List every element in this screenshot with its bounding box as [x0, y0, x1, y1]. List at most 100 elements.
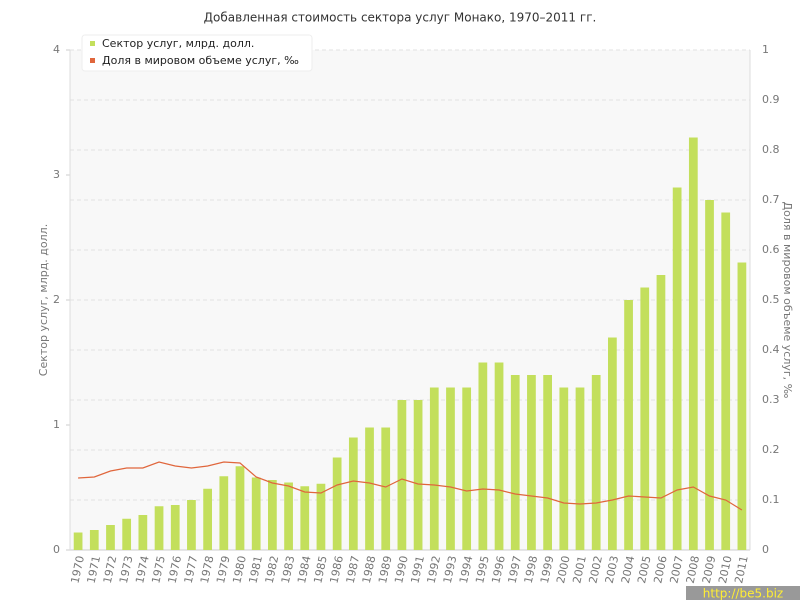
bar	[672, 187, 682, 550]
x-tick-label: 1989	[376, 555, 395, 585]
x-tick-label: 2003	[603, 555, 622, 585]
bar	[365, 427, 374, 550]
x-tick-label: 1992	[425, 555, 444, 585]
y2-tick-label: 0.8	[762, 143, 780, 156]
x-tick-label: 1977	[182, 555, 201, 585]
bar	[284, 482, 293, 550]
bar	[688, 137, 698, 550]
x-tick-label: 1979	[214, 555, 233, 585]
bar	[187, 500, 196, 550]
x-tick-label: 2011	[732, 555, 751, 585]
bar	[348, 437, 358, 550]
x-tick-label: 1994	[457, 555, 476, 585]
bar	[73, 532, 83, 550]
legend-box	[81, 34, 313, 72]
x-tick-label: 1997	[506, 555, 525, 585]
bar	[608, 337, 617, 550]
y-tick-label: 1	[53, 418, 60, 431]
bar	[300, 486, 310, 550]
x-tick-label: 1974	[133, 555, 152, 585]
x-tick-label: 1971	[85, 555, 104, 585]
line	[78, 461, 743, 511]
y2-tick-label: 0.4	[762, 343, 780, 356]
y2-tick-label: 0.3	[762, 393, 780, 406]
x-tick-label: 2009	[700, 555, 719, 585]
x-tick-label: 1970	[68, 555, 87, 585]
y2-tick-label: 0.6	[762, 243, 780, 256]
x-tick-label: 1988	[360, 555, 379, 585]
bar	[138, 515, 148, 550]
x-tick-label: 1995	[473, 555, 492, 585]
bar	[106, 525, 115, 550]
y-tick-label: 3	[53, 168, 60, 181]
bar	[446, 387, 455, 550]
x-tick-label: 2010	[716, 555, 735, 585]
bar	[575, 387, 585, 550]
x-tick-label: 1985	[311, 555, 330, 585]
x-tick-label: 2002	[587, 555, 606, 585]
legend-marker	[90, 58, 95, 63]
bar	[543, 375, 552, 550]
bar	[591, 375, 601, 550]
x-tick-label: 2008	[684, 555, 703, 585]
legend-label: Доля в мировом объеме услуг, ‰	[102, 54, 299, 67]
x-tick-label: 1998	[522, 555, 541, 585]
bar	[462, 387, 472, 550]
bar	[705, 200, 714, 550]
x-tick-label: 1976	[166, 555, 185, 585]
y-tick-label: 2	[53, 293, 60, 306]
x-tick-label: 1996	[489, 555, 508, 585]
bar	[478, 362, 488, 550]
bar	[494, 362, 504, 550]
x-tick-label: 1999	[538, 555, 557, 585]
x-tick-label: 1972	[101, 555, 120, 585]
bar	[89, 530, 99, 550]
x-tick-label: 2000	[554, 555, 573, 585]
bar	[268, 480, 277, 550]
bar	[737, 262, 747, 550]
x-tick-label: 1973	[117, 555, 136, 585]
bar	[122, 518, 132, 550]
x-tick-label: 2004	[619, 555, 638, 585]
bar	[219, 476, 229, 550]
x-tick-label: 1975	[149, 555, 168, 585]
bar	[235, 466, 245, 550]
y-tick-label: 0	[53, 543, 60, 556]
bar	[316, 483, 326, 550]
watermark: http://be5.biz	[703, 587, 783, 600]
x-tick-label: 1978	[198, 555, 217, 585]
bar	[640, 287, 650, 550]
x-tick-label: 1980	[230, 555, 249, 585]
x-tick-label: 1983	[279, 555, 298, 585]
bar	[429, 387, 439, 550]
y2-tick-label: 0.1	[762, 493, 780, 506]
bar	[721, 212, 731, 550]
y2-axis-label: Доля в мировом объеме услуг, ‰	[781, 202, 794, 399]
bar	[381, 427, 391, 550]
x-tick-label: 1990	[392, 555, 411, 585]
bar	[332, 457, 342, 550]
bar	[527, 375, 536, 550]
bar	[559, 387, 569, 550]
x-tick-label: 1991	[408, 555, 427, 585]
x-tick-label: 1981	[247, 555, 266, 585]
y-tick-label: 4	[53, 43, 60, 56]
legend-marker	[90, 41, 95, 46]
x-tick-label: 2007	[667, 555, 686, 585]
bar	[624, 300, 633, 550]
y2-tick-label: 0.2	[762, 443, 780, 456]
watermark-bg	[686, 586, 800, 600]
x-tick-label: 1993	[441, 555, 460, 585]
y-axis-label: Сектор услуг, млрд. долл.	[37, 224, 50, 376]
bar	[154, 506, 164, 550]
y2-tick-label: 0.9	[762, 93, 780, 106]
bar	[656, 275, 666, 550]
x-tick-label: 2001	[570, 555, 589, 585]
y2-tick-label: 0.5	[762, 293, 780, 306]
legend-label: Сектор услуг, млрд. долл.	[102, 37, 254, 50]
y2-tick-label: 0	[762, 543, 769, 556]
x-tick-label: 1986	[327, 555, 346, 585]
bar	[251, 477, 261, 550]
